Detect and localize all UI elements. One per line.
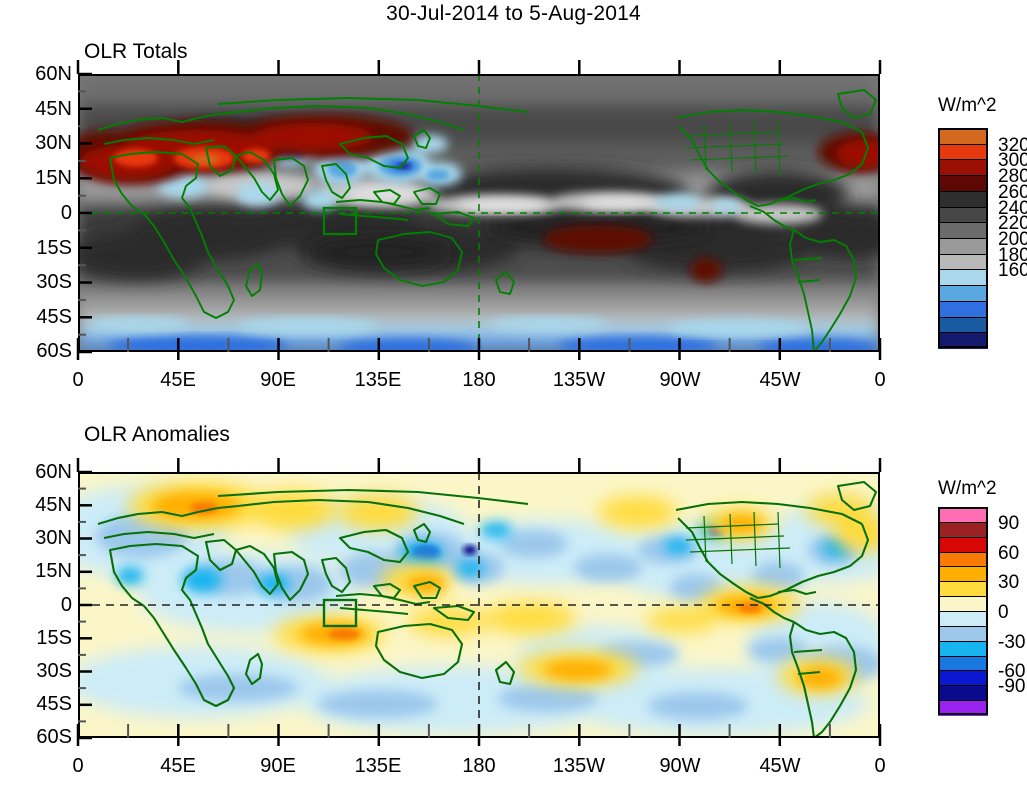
- colorbar-band: [938, 581, 988, 597]
- xtick-90W-totals: 90W: [659, 369, 701, 391]
- colorbar-band: [938, 536, 988, 553]
- colorbar-anomalies[interactable]: [938, 507, 988, 716]
- colorbar-tick-label: 220: [998, 213, 1027, 235]
- ytick-60S-anom: 60S: [36, 726, 72, 748]
- map-olr-totals[interactable]: [78, 74, 880, 352]
- xtick-90E-totals: 90E: [260, 369, 296, 391]
- ytick-0-anom: 0: [60, 594, 72, 616]
- colorbar-title-totals: W/m^2: [938, 95, 997, 116]
- coastlines-totals: [97, 89, 877, 352]
- colorbar-band: [938, 685, 988, 701]
- colorbar-tick-label: -30: [998, 631, 1026, 653]
- ytick-60N-totals: 60N: [35, 63, 72, 85]
- xtick-180-totals: 180: [462, 369, 496, 391]
- ytick-15S-anom: 15S: [36, 627, 72, 649]
- colorbar-band: [938, 655, 988, 672]
- ytick-60N-anom: 60N: [35, 461, 72, 483]
- ytick-15N-anom: 15N: [35, 560, 72, 582]
- colorbar-frame-totals: [938, 128, 988, 348]
- xtick-360-anom: 0: [874, 755, 886, 777]
- coastlines-anomalies: [97, 480, 878, 738]
- colorbar-tick-label: 180: [998, 244, 1027, 266]
- colorbar-tick-label: 260: [998, 181, 1027, 203]
- colorbar-tick-label: 160: [998, 260, 1027, 282]
- xtick-90W-anom: 90W: [659, 755, 701, 777]
- ytick-15S-totals: 15S: [36, 237, 72, 259]
- colorbar-tick-label: 30: [998, 572, 1020, 594]
- ytick-45S-anom: 45S: [36, 693, 72, 715]
- ytick-30N-totals: 30N: [35, 132, 72, 154]
- xtick-45E-totals: 45E: [160, 369, 196, 391]
- colorbar-band: [938, 640, 988, 657]
- colorbar-band: [938, 625, 988, 642]
- colorbar-frame-anomalies: [938, 507, 988, 715]
- colorbar-band: [938, 128, 988, 145]
- reference-box-totals: [322, 206, 358, 236]
- xtick-0-anom: 0: [72, 755, 84, 777]
- ytick-30S-totals: 30S: [36, 271, 72, 293]
- axis-ticks-totals: [76, 60, 882, 360]
- colorbar-tick-label: 60: [998, 542, 1020, 564]
- colorbar-tick-label: -90: [998, 676, 1026, 698]
- colorbar-title-anomalies: W/m^2: [938, 478, 997, 499]
- page-title: 30-Jul-2014 to 5-Aug-2014: [386, 2, 641, 25]
- ytick-45N-totals: 45N: [35, 98, 72, 120]
- colorbar-band: [938, 175, 988, 192]
- xtick-45W-anom: 45W: [759, 755, 801, 777]
- colorbar-band: [938, 521, 988, 538]
- colorbar-band: [938, 285, 988, 302]
- colorbar-band: [938, 269, 988, 286]
- colorbar-band: [938, 222, 988, 239]
- colorbar-band: [938, 507, 988, 523]
- colorbar-tick-label: 280: [998, 166, 1027, 188]
- xtick-360-totals: 0: [874, 369, 886, 391]
- colorbar-band: [938, 551, 988, 568]
- reference-box-anomalies: [322, 598, 358, 628]
- colorbar-band: [938, 190, 988, 208]
- ytick-30N-anom: 30N: [35, 527, 72, 549]
- ytick-0-totals: 0: [60, 202, 72, 224]
- xtick-135E-anom: 135E: [354, 755, 402, 777]
- xtick-90E-anom: 90E: [260, 755, 296, 777]
- colorbar-band: [938, 159, 988, 176]
- colorbar-band: [938, 700, 988, 716]
- colorbar-band: [938, 206, 988, 223]
- colorbar-band: [938, 300, 988, 318]
- colorbar-band: [938, 670, 988, 686]
- colorbar-tick-label: -60: [998, 661, 1026, 683]
- colorbar-tick-label: 200: [998, 229, 1027, 250]
- colorbar-band: [938, 238, 988, 255]
- ytick-60S-totals: 60S: [36, 340, 72, 362]
- colorbar-band: [938, 596, 988, 612]
- ytick-30S-anom: 30S: [36, 660, 72, 682]
- colorbar-tick-label: 90: [998, 512, 1020, 534]
- xtick-135W-totals: 135W: [552, 369, 606, 391]
- colorbar-band: [938, 316, 988, 333]
- colorbar-band: [938, 332, 988, 349]
- colorbar-band: [938, 611, 988, 627]
- colorbar-tick-label: 320: [998, 134, 1027, 156]
- xtick-180-anom: 180: [462, 755, 496, 777]
- map-olr-anomalies[interactable]: [78, 472, 880, 738]
- xtick-135E-totals: 135E: [354, 369, 402, 391]
- panel-title-olr-totals: OLR Totals: [84, 40, 188, 63]
- axis-ticks-anomalies: [76, 458, 882, 746]
- colorbar-tick-label: 0: [998, 602, 1009, 623]
- panel-title-olr-anomalies: OLR Anomalies: [84, 423, 230, 446]
- ytick-45S-totals: 45S: [36, 306, 72, 328]
- colorbar-tick-label: 300: [998, 150, 1027, 172]
- xtick-135W-anom: 135W: [552, 755, 606, 777]
- xtick-45E-anom: 45E: [160, 755, 196, 777]
- ytick-45N-anom: 45N: [35, 494, 72, 516]
- colorbar-band: [938, 566, 988, 582]
- colorbar-totals[interactable]: [938, 128, 988, 349]
- colorbar-band: [938, 143, 988, 161]
- xtick-0-totals: 0: [72, 369, 84, 391]
- colorbar-band: [938, 253, 988, 271]
- ytick-15N-totals: 15N: [35, 167, 72, 189]
- colorbar-tick-label: 240: [998, 197, 1027, 219]
- xtick-45W-totals: 45W: [759, 369, 801, 391]
